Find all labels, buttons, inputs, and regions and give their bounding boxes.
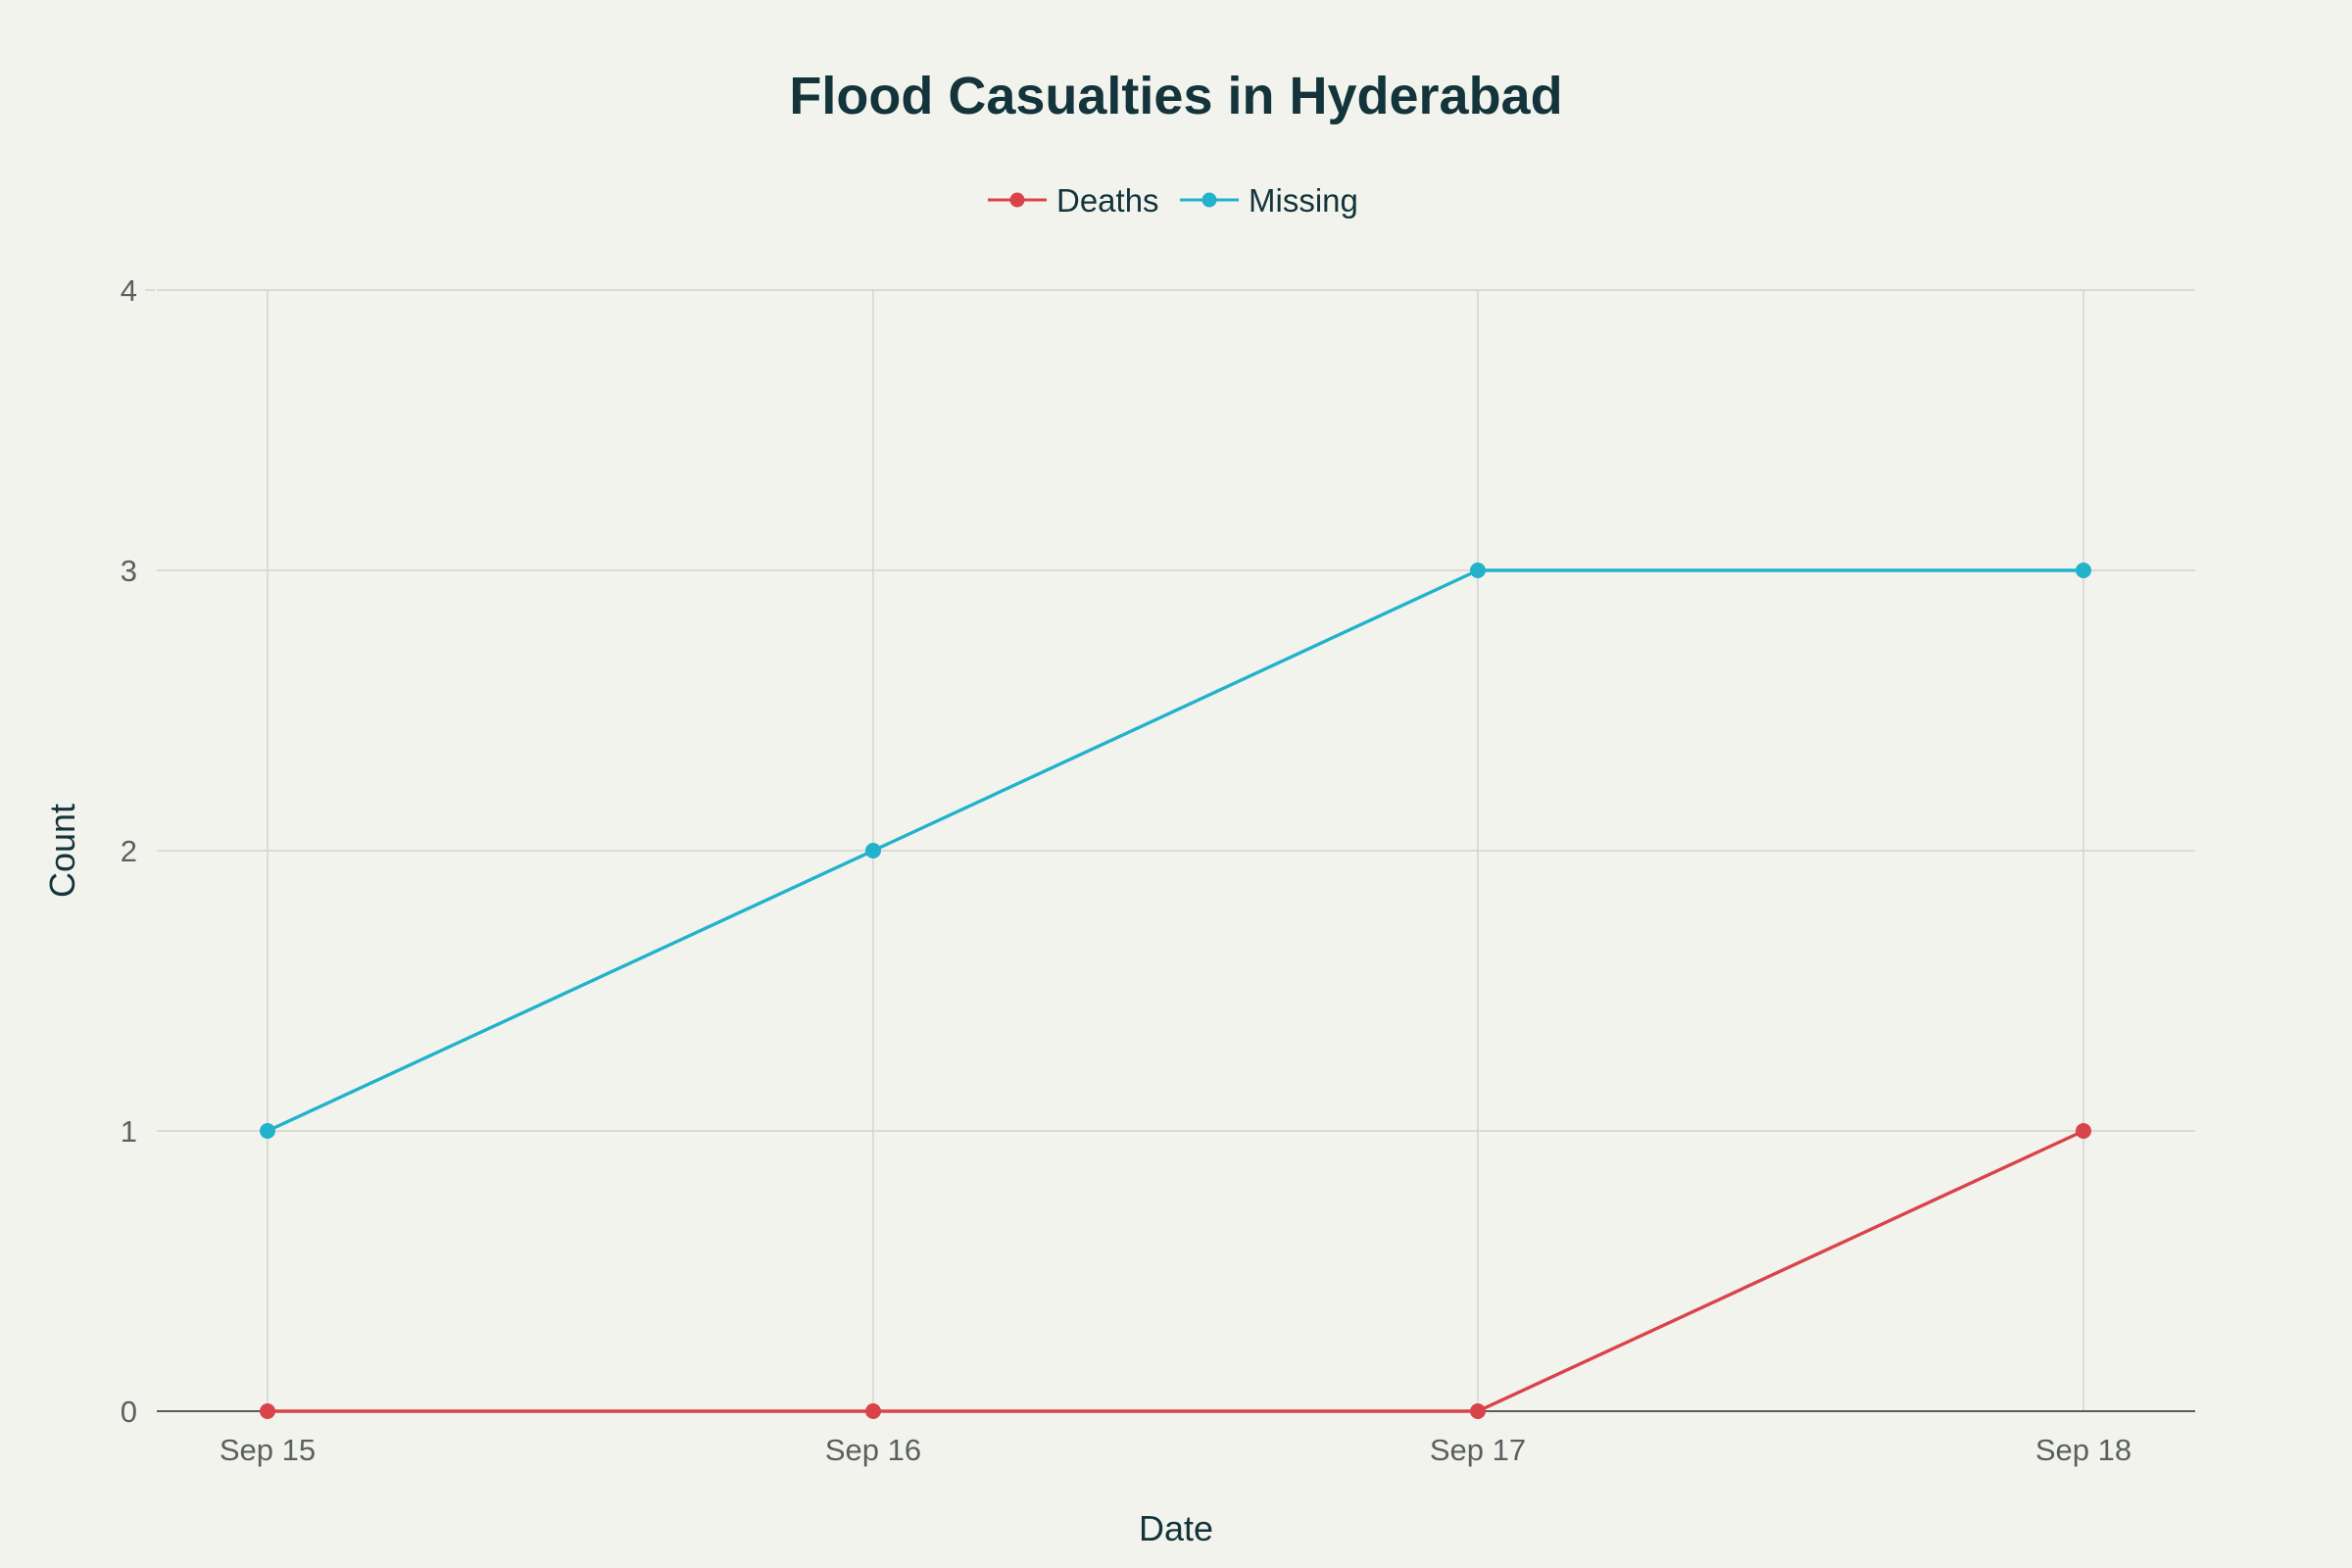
x-tick-label-sep-17: Sep 17 xyxy=(1430,1433,1526,1467)
y-axis-ticks: 0 1 2 3 4 xyxy=(121,273,137,1429)
x-tick-label-sep-16: Sep 16 xyxy=(825,1433,921,1467)
y-tick-label-1: 1 xyxy=(121,1114,137,1149)
series-layer xyxy=(260,563,2091,1419)
data-point-missing-sep-16[interactable] xyxy=(865,843,881,858)
y-tick-label-0: 0 xyxy=(121,1395,137,1429)
data-point-missing-sep-17[interactable] xyxy=(1470,563,1486,578)
data-point-missing-sep-15[interactable] xyxy=(260,1123,275,1139)
legend: Deaths Missing xyxy=(988,182,1358,219)
legend-marker-deaths xyxy=(1009,192,1025,208)
series-missing xyxy=(260,563,2091,1139)
y-axis-title: Count xyxy=(42,804,82,898)
grid-lines xyxy=(145,289,2195,1412)
legend-item-deaths[interactable]: Deaths xyxy=(988,182,1159,219)
data-point-deaths-sep-18[interactable] xyxy=(2076,1123,2091,1139)
legend-marker-missing xyxy=(1201,192,1217,208)
data-point-deaths-sep-17[interactable] xyxy=(1470,1403,1486,1419)
x-tick-label-sep-18: Sep 18 xyxy=(2035,1433,2132,1467)
x-axis-ticks: Sep 15 Sep 16 Sep 17 Sep 18 xyxy=(220,1433,2132,1467)
series-deaths xyxy=(260,1123,2091,1419)
series-line-deaths xyxy=(268,1129,2084,1413)
y-tick-label-3: 3 xyxy=(121,554,137,588)
chart-title: Flood Casualties in Hyderabad xyxy=(789,67,1562,125)
legend-label-deaths: Deaths xyxy=(1056,182,1159,219)
data-point-deaths-sep-16[interactable] xyxy=(865,1403,881,1419)
legend-item-missing[interactable]: Missing xyxy=(1180,182,1358,219)
legend-label-missing: Missing xyxy=(1249,182,1358,219)
data-point-missing-sep-18[interactable] xyxy=(2076,563,2091,578)
x-tick-label-sep-15: Sep 15 xyxy=(220,1433,316,1467)
x-axis-title: Date xyxy=(1139,1508,1213,1548)
data-point-deaths-sep-15[interactable] xyxy=(260,1403,275,1419)
y-tick-label-2: 2 xyxy=(121,834,137,868)
series-line-missing xyxy=(267,568,2083,1133)
y-tick-label-4: 4 xyxy=(121,273,137,308)
